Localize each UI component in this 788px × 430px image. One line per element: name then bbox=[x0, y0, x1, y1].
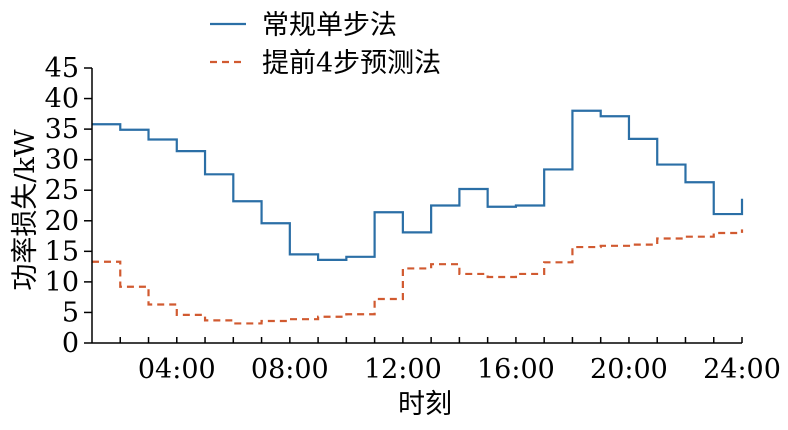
y-tick-label: 30 bbox=[45, 145, 79, 176]
x-axis-title: 时刻 bbox=[398, 389, 452, 420]
x-tick-label: 08:00 bbox=[251, 354, 329, 385]
y-tick-label: 10 bbox=[45, 267, 79, 298]
y-tick-label: 15 bbox=[45, 236, 79, 267]
legend: 常规单步法 提前4步预测法 bbox=[210, 10, 441, 79]
y-tick-label: 40 bbox=[45, 84, 79, 115]
y-tick-label: 45 bbox=[45, 53, 79, 84]
y-tick-label: 20 bbox=[45, 206, 79, 237]
y-axis-title: 功率损失/kW bbox=[10, 129, 41, 290]
y-tick-label: 5 bbox=[62, 297, 79, 328]
series-line-1 bbox=[92, 109, 744, 261]
x-tick-label: 24:00 bbox=[703, 354, 781, 385]
x-ticks: 04:00 08:00 12:00 16:00 20:00 24:00 bbox=[119, 337, 781, 385]
x-tick-label: 04:00 bbox=[138, 354, 216, 385]
y-tick-label: 0 bbox=[62, 328, 79, 359]
series-line-2 bbox=[92, 229, 744, 325]
legend-label-2: 提前4步预测法 bbox=[262, 48, 441, 79]
x-tick-label: 20:00 bbox=[590, 354, 668, 385]
y-tick-label: 35 bbox=[45, 114, 79, 145]
y-tick-label: 25 bbox=[45, 175, 79, 206]
x-tick-label: 12:00 bbox=[364, 354, 442, 385]
series-group bbox=[92, 109, 744, 325]
legend-label-1: 常规单步法 bbox=[262, 10, 397, 41]
x-tick-label: 16:00 bbox=[477, 354, 555, 385]
